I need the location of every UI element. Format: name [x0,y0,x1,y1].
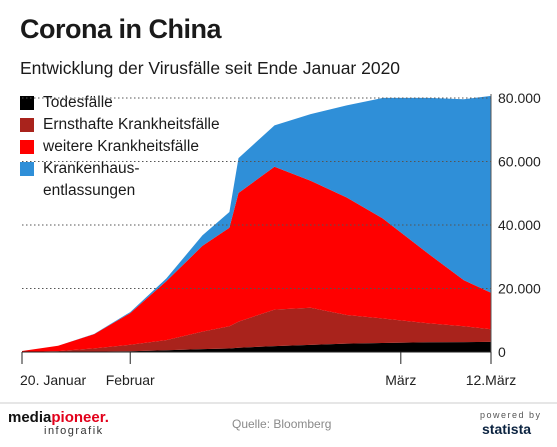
y-tick-label-0: 0 [498,344,506,360]
legend-swatch-discharged [20,162,34,176]
logo-part-pioneer: pioneer. [51,409,109,426]
legend-item-serious: Ernsthafte Krankheitsfälle [20,114,283,136]
x-tick-label-0: 20. Januar [20,372,86,388]
legend: Todesfälle Ernsthafte Krankheitsfälle we… [20,92,283,202]
legend-item-discharged: Krankenhaus- entlassungen [20,158,283,202]
logo-part-media: media [8,409,52,426]
source-note: Quelle: Bloomberg [232,417,332,431]
series-area-3 [22,95,491,352]
statista-logo: statista [482,421,532,437]
legend-item-other: weitere Krankheitsfälle [20,136,283,158]
y-tick-label-1: 20.000 [498,281,541,297]
legend-label-discharged: Krankenhaus- entlassungen [43,160,140,199]
legend-label-serious: Ernsthafte Krankheitsfälle [43,116,220,133]
x-tick-label-2: März [385,372,416,388]
series-area-0 [22,341,491,352]
series-area-2 [22,166,491,352]
x-tick-label-3: 12.März [466,372,517,388]
legend-swatch-serious [20,118,34,132]
y-tick-label-4: 80.000 [498,90,541,106]
chart-title: Corona in China [20,14,222,44]
mediapioneer-logo: mediapioneer. [8,409,109,426]
legend-label-other: weitere Krankheitsfälle [43,138,199,155]
logo-subtitle: infografik [44,425,104,437]
y-tick-label-2: 40.000 [498,217,541,233]
powered-by-label: powered by [480,410,542,420]
series-area-1 [22,307,491,352]
x-tick-label-1: Februar [106,372,155,388]
legend-swatch-other [20,140,34,154]
chart-subtitle: Entwicklung der Virusfälle seit Ende Jan… [20,58,401,78]
legend-swatch-deaths [20,96,34,110]
y-tick-label-3: 60.000 [498,154,541,170]
